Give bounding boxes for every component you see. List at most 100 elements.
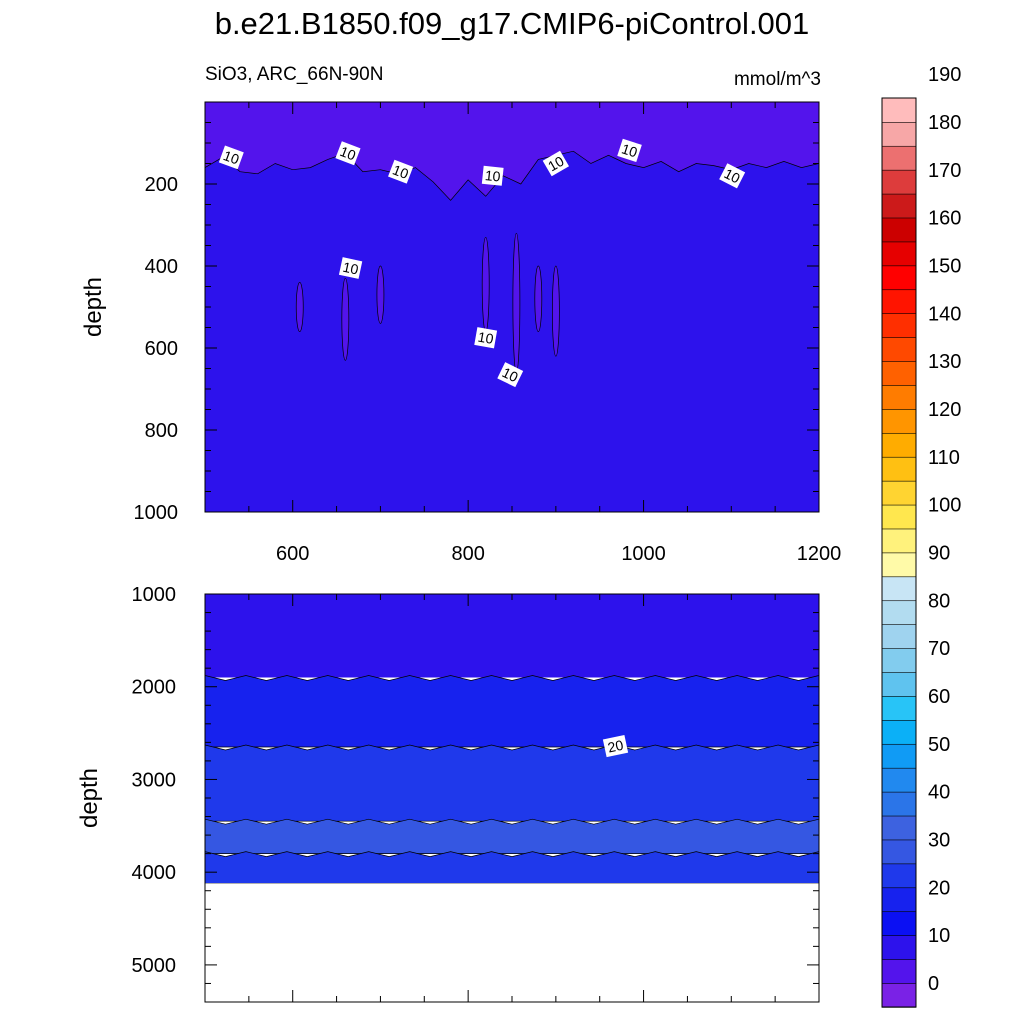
contour-label-text: 10 — [484, 167, 501, 185]
contour-label-text: 10 — [500, 364, 521, 385]
upper-xtick-label: 1200 — [797, 543, 842, 565]
upper-contour-label: 10 — [719, 163, 746, 189]
lower-band — [204, 818, 820, 854]
colorbar-label: 40 — [928, 782, 950, 804]
upper-xtick-label: 1000 — [621, 543, 666, 565]
upper-contour-label: 10 — [218, 145, 244, 170]
colorbar-segment — [881, 552, 917, 578]
colorbar-segment — [881, 432, 917, 458]
units-label: mmol/m^3 — [733, 69, 821, 90]
colorbar-label: 100 — [928, 495, 961, 517]
contour-label-box — [338, 257, 363, 279]
colorbar-segment — [881, 911, 917, 936]
colorbar-label: 10 — [928, 925, 950, 947]
upper-contour-patch — [512, 232, 521, 373]
variable-region-label: SiO3, ARC_66N-90N — [205, 64, 384, 85]
colorbar-segment — [881, 312, 917, 338]
lower-ylabel: depth — [76, 768, 103, 828]
contour-label-text: 10 — [390, 161, 410, 182]
colorbar-frame — [881, 97, 917, 1008]
lower-contour-label: 20 — [602, 734, 629, 758]
colorbar-label: 0 — [928, 973, 939, 995]
colorbar-segment — [881, 743, 917, 769]
colorbar-label: 60 — [928, 686, 950, 708]
colorbar-segment — [881, 121, 917, 147]
contour-label-text: 10 — [338, 143, 358, 164]
colorbar-segment — [881, 217, 917, 243]
contour-label-text: 10 — [477, 329, 495, 347]
colorbar-segment — [881, 97, 917, 123]
lower-band — [205, 594, 819, 678]
colorbar-segment — [881, 360, 917, 386]
lower-ytick-label: 5000 — [132, 955, 177, 977]
upper-shallow-band — [204, 101, 820, 201]
upper-contour-patch — [481, 236, 490, 332]
upper-contour-label: 10 — [474, 327, 498, 349]
colorbar-segment — [881, 815, 917, 841]
colorbar-segment — [881, 265, 917, 291]
colorbar-segment — [881, 145, 917, 171]
upper-contour-label: 10 — [338, 257, 363, 279]
colorbar-segment — [881, 576, 917, 602]
contour-label-box — [719, 163, 746, 189]
colorbar-label: 190 — [928, 64, 961, 86]
chart-title: b.e21.B1850.f09_g17.CMIP6-piControl.001 — [214, 6, 810, 41]
colorbar-segment — [881, 982, 917, 1008]
upper-contour-label: 10 — [542, 150, 570, 177]
lower-band — [204, 851, 820, 884]
upper-contour-patch — [534, 265, 543, 332]
colorbar-segment — [881, 504, 917, 530]
colorbar-label: 70 — [928, 638, 950, 660]
contour-label-box — [481, 165, 504, 186]
contour-label-box — [388, 159, 414, 184]
upper-contour-label: 10 — [335, 141, 361, 166]
colorbar-segment — [881, 193, 917, 219]
contour-label-box — [335, 141, 361, 166]
upper-ytick-label: 1000 — [134, 502, 179, 524]
lower-band — [204, 744, 820, 822]
colorbar-segment — [881, 791, 917, 817]
upper-contour-patch — [295, 282, 304, 332]
colorbar-segment — [881, 528, 917, 554]
colorbar-label: 30 — [928, 830, 950, 852]
colorbar-label: 150 — [928, 255, 961, 277]
colorbar-label: 180 — [928, 112, 961, 134]
colorbar-segment — [881, 647, 917, 673]
upper-contour-label: 10 — [497, 362, 524, 388]
colorbar-segment — [881, 934, 917, 960]
colorbar-label: 130 — [928, 351, 961, 373]
lower-ytick-label: 1000 — [132, 584, 177, 606]
colorbar-segment — [881, 695, 917, 721]
colorbar-segment — [881, 863, 917, 889]
colorbar-segment — [881, 169, 917, 195]
colorbar-label: 80 — [928, 590, 950, 612]
colorbar-label: 170 — [928, 160, 961, 182]
lower-ytick-label: 2000 — [132, 677, 177, 699]
colorbar-label: 110 — [928, 447, 960, 469]
colorbar-segment — [881, 241, 917, 267]
colorbar-segment — [881, 958, 917, 984]
colorbar-segment — [881, 719, 917, 745]
upper-contour-patch — [552, 265, 560, 357]
contour-label-text: 10 — [620, 140, 640, 160]
contour-label-text: 10 — [722, 165, 743, 186]
contour-label-text: 10 — [341, 259, 360, 278]
contour-label-box — [497, 362, 524, 388]
contour-label-box — [218, 145, 244, 170]
upper-xtick-label: 600 — [276, 543, 309, 565]
colorbar-segment — [881, 480, 917, 506]
upper-ylabel: depth — [80, 277, 107, 337]
colorbar-label: 90 — [928, 543, 950, 565]
upper-xtick-label: 800 — [451, 543, 484, 565]
colorbar-label: 120 — [928, 399, 961, 421]
contour-label-box — [542, 150, 570, 177]
contour-label-box — [602, 734, 629, 758]
upper-contour-label: 10 — [481, 165, 504, 186]
colorbar-segment — [881, 839, 917, 865]
contour-label-box — [474, 327, 498, 349]
upper-contour-patch — [376, 265, 385, 324]
colorbar-segment — [881, 767, 917, 793]
colorbar-segment — [881, 289, 917, 314]
colorbar-label: 20 — [928, 877, 950, 899]
